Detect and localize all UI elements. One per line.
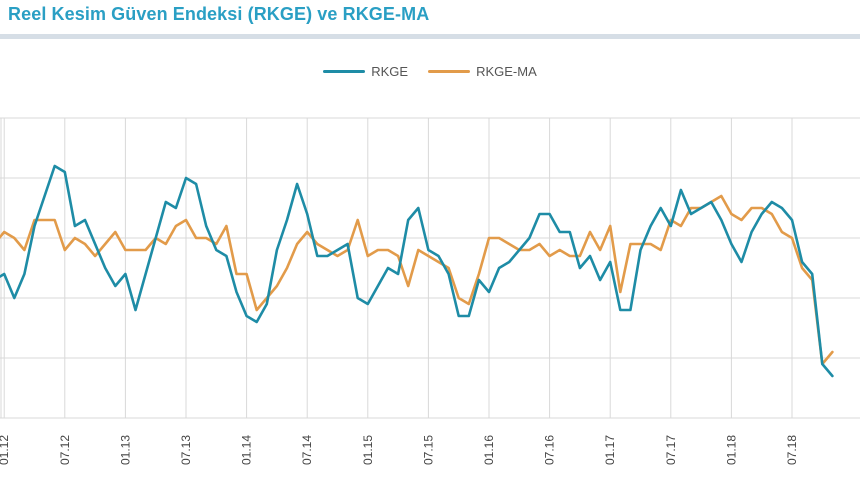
series-lines [0, 164, 834, 378]
x-tick-label: 07.13 [179, 435, 193, 465]
x-tick-label: 07.12 [58, 435, 72, 465]
chart-legend: RKGE RKGE-MA [0, 64, 860, 79]
series-line-rkge[interactable] [0, 164, 834, 378]
legend-swatch-rkge [323, 70, 366, 73]
legend-item-rkge[interactable]: RKGE [323, 64, 408, 79]
x-tick-label: 07.15 [421, 435, 435, 465]
x-tick-label: 01.15 [361, 435, 375, 465]
legend-label-rkge-ma: RKGE-MA [476, 64, 537, 79]
x-tick-label: 01.14 [240, 435, 254, 465]
x-tick-label: 01.13 [118, 435, 132, 465]
x-tick-label: 01.18 [724, 435, 738, 465]
legend-swatch-rkge-ma [428, 70, 471, 73]
legend-item-rkge-ma[interactable]: RKGE-MA [428, 64, 537, 79]
x-tick-label: 07.16 [543, 435, 557, 465]
x-tick-label: 07.18 [785, 435, 799, 465]
grid-lines [0, 117, 860, 419]
x-tick-label: 01.12 [0, 435, 11, 465]
x-tick-label: 07.17 [664, 435, 678, 465]
chart-title: Reel Kesim Güven Endeksi (RKGE) ve RKGE-… [8, 4, 430, 24]
x-axis-ticks: 01.12 07.12 01.13 07.13 01.14 07.14 01.15 07.15… [0, 435, 799, 465]
x-tick-label: 01.17 [603, 435, 617, 465]
legend-label-rkge: RKGE [371, 64, 409, 79]
title-divider [0, 34, 860, 39]
x-tick-label: 07.14 [300, 435, 314, 465]
series-line-rkge-ma[interactable] [0, 190, 834, 366]
x-tick-label: 01.16 [482, 435, 496, 465]
